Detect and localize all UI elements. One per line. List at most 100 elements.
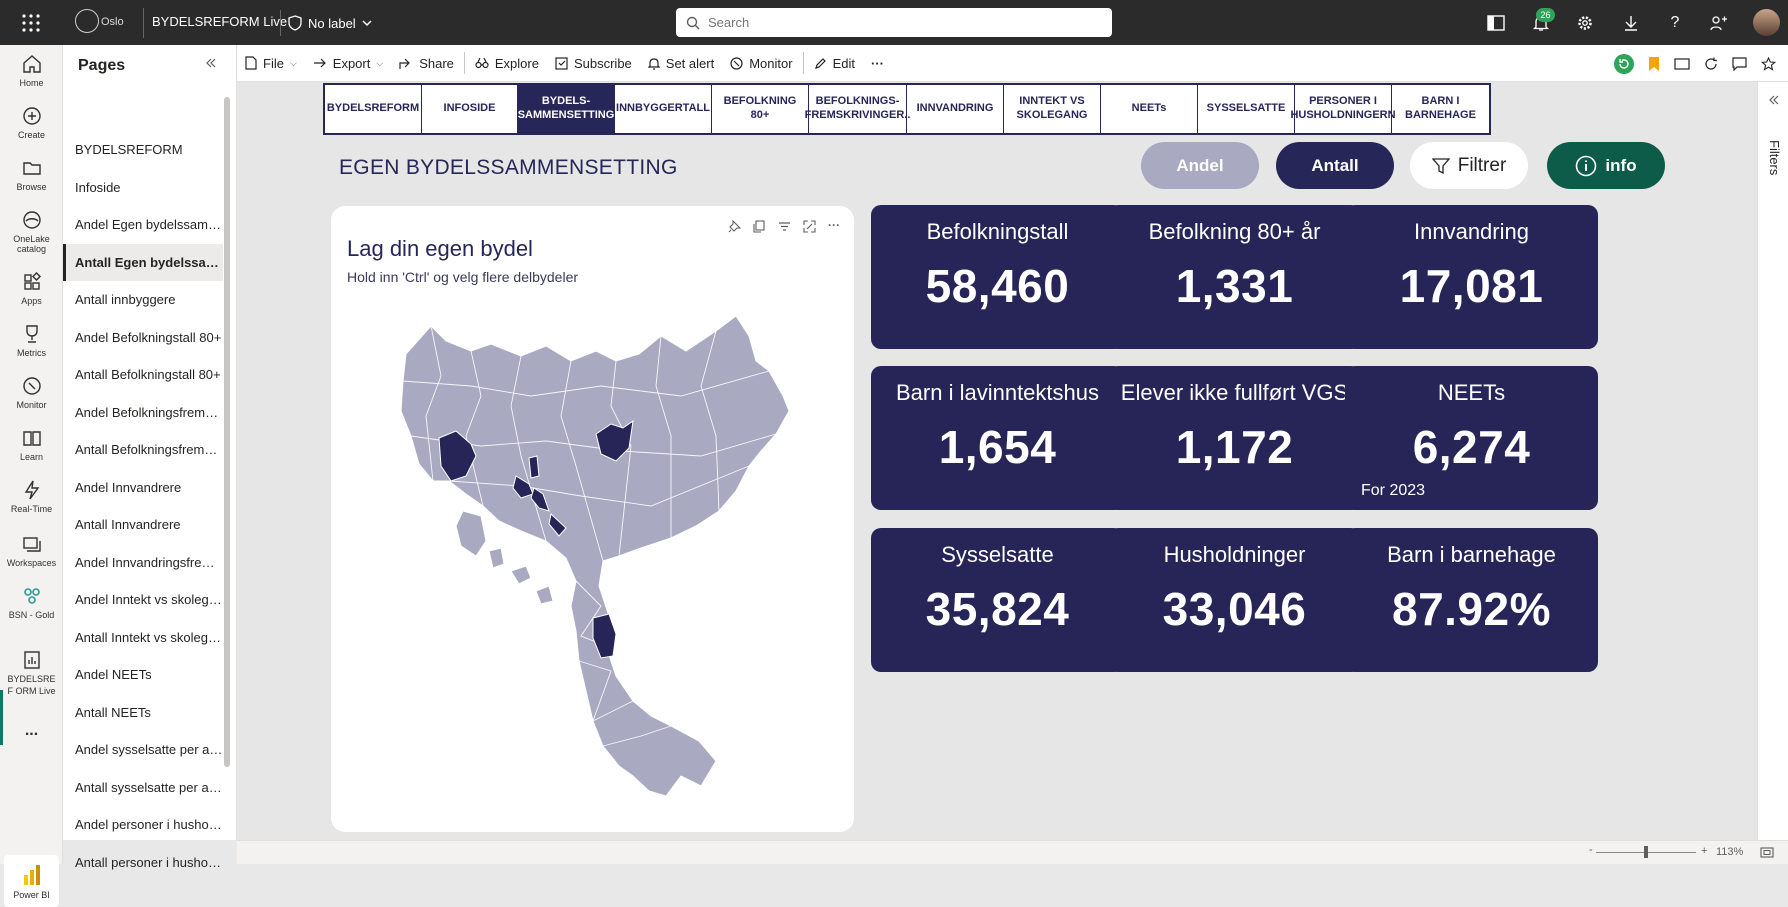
page-list-item[interactable]: Andel Befolkningstall 80+ <box>75 329 222 345</box>
zoom-out-icon[interactable]: - <box>1589 844 1593 856</box>
nav-tab[interactable]: NEETs <box>1101 85 1198 133</box>
map-region-selected[interactable] <box>595 419 634 462</box>
subscribe-button[interactable]: Subscribe <box>547 45 640 82</box>
view-icon[interactable] <box>1674 57 1690 70</box>
andel-button[interactable]: Andel <box>1141 142 1259 189</box>
page-list-item[interactable]: Antall Egen bydelssammensetting <box>63 243 223 281</box>
nav-onelake-catalog[interactable]: OneLake catalog <box>0 209 63 254</box>
page-list-item[interactable]: Infoside <box>75 179 121 195</box>
filter-icon[interactable] <box>778 220 791 233</box>
nav-learn[interactable]: Learn <box>0 427 63 462</box>
page-list-item[interactable]: Andel sysselsatte per alder <box>75 742 223 757</box>
map-region-selected[interactable] <box>530 487 550 512</box>
avatar[interactable] <box>1753 9 1780 36</box>
nav-tab[interactable]: BEFOLKNINGS- FREMSKRIVINGER.. <box>805 85 910 133</box>
oslo-district-map[interactable] <box>371 316 811 816</box>
export-menu[interactable]: Export ⌵ <box>305 45 391 82</box>
nav-browse[interactable]: Browse <box>0 157 63 192</box>
page-list-item[interactable]: Antall NEETs <box>75 704 151 720</box>
search-input[interactable] <box>708 15 1088 30</box>
nav-tab[interactable]: BYDELSREFORM <box>325 85 422 133</box>
page-list-item[interactable]: Antall sysselsatte per alder <box>75 779 223 795</box>
page-list-item[interactable]: BYDELSREFORM <box>75 142 183 157</box>
nav-workspaces[interactable]: Workspaces <box>0 533 63 568</box>
share-people-icon[interactable] <box>1708 12 1730 34</box>
explore-button[interactable]: Explore <box>467 45 547 82</box>
star-icon[interactable] <box>1761 56 1776 71</box>
nav-apps[interactable]: Apps <box>0 271 63 306</box>
search-box[interactable] <box>676 8 1112 37</box>
map-region[interactable] <box>488 547 505 569</box>
monitor-button[interactable]: Monitor <box>722 45 800 82</box>
nav-home[interactable]: Home <box>0 53 63 88</box>
reload-icon[interactable] <box>1704 57 1718 71</box>
map-region-selected[interactable] <box>528 455 540 479</box>
download-icon[interactable] <box>1620 12 1642 34</box>
info-button[interactable]: info <box>1547 142 1665 189</box>
map-region[interactable] <box>400 316 790 797</box>
gear-icon[interactable] <box>1574 12 1596 34</box>
nav-tab[interactable]: INNTEKT VS SKOLEGANG <box>1004 85 1101 133</box>
nav-tab[interactable]: SYSSELSATTE <box>1198 85 1295 133</box>
page-list-item[interactable]: Andel Inntekt vs skolegang <box>75 592 223 607</box>
pin-icon[interactable] <box>728 220 741 233</box>
nav-current-report[interactable]: BYDELSREF ORM Live <box>0 649 63 697</box>
panel-toggle-icon[interactable] <box>1485 12 1507 34</box>
page-list-item[interactable]: Antall personer i husholdningen <box>75 854 223 870</box>
nav-tab[interactable]: INFOSIDE <box>422 85 518 133</box>
focus-mode-icon[interactable] <box>803 220 816 233</box>
help-icon[interactable]: ? <box>1670 14 1680 31</box>
nav-tab[interactable]: BYDELS- SAMMENSETTING <box>518 85 615 133</box>
more-icon[interactable]: ... <box>24 722 39 739</box>
comment-icon[interactable] <box>1732 56 1747 71</box>
nav-tab[interactable]: INNBYGGERTALL <box>615 85 712 133</box>
map-region[interactable] <box>510 565 532 585</box>
expand-icon[interactable] <box>1768 94 1780 106</box>
page-list-item[interactable]: Antall Befolkningstall 80+ <box>75 367 221 382</box>
report-name[interactable]: BYDELSREFORM Live <box>152 14 288 29</box>
map-region-selected[interactable] <box>438 430 477 482</box>
sensitivity-label-button[interactable]: No label <box>288 12 372 34</box>
more-options-icon[interactable]: ··· <box>828 218 840 232</box>
page-list-item[interactable]: Andel Innvandrere <box>75 479 182 495</box>
nav-monitor[interactable]: Monitor <box>0 375 63 410</box>
page-list-item[interactable]: Andel NEETs <box>75 667 152 682</box>
map-region-selected[interactable] <box>548 513 567 537</box>
power-bi-switcher[interactable]: Power BI <box>4 855 59 907</box>
page-list-item[interactable]: Andel Innvandringsfremskrivinger <box>75 554 223 570</box>
map-region[interactable] <box>455 510 487 557</box>
filters-pane[interactable]: Filters <box>1757 82 1788 840</box>
page-list-item[interactable]: Andel personer i husholdningen <box>75 817 223 832</box>
edit-button[interactable]: Edit <box>806 45 863 82</box>
page-list-item[interactable]: Antall Innvandrere <box>75 517 181 532</box>
bookmark-icon[interactable] <box>1648 56 1660 72</box>
nav-tab[interactable]: BARN I BARNEHAGE <box>1405 95 1476 121</box>
page-list-item[interactable]: Antall Inntekt vs skolegang <box>75 629 223 645</box>
share-button[interactable]: Share <box>391 45 462 82</box>
map-region[interactable] <box>535 585 554 605</box>
nav-create[interactable]: Create <box>0 105 63 140</box>
nav-tab[interactable]: BEFOLKNING 80+ <box>712 85 809 133</box>
map-region-selected[interactable] <box>592 613 617 659</box>
antall-button[interactable]: Antall <box>1276 142 1394 189</box>
filtrer-button[interactable]: Filtrer <box>1410 142 1528 189</box>
page-list-item[interactable]: Antall innbyggere <box>75 292 176 307</box>
app-launcher-icon[interactable] <box>20 12 42 34</box>
page-list-item[interactable]: Andel Befolkningsfremskrivinger <box>75 404 223 420</box>
zoom-slider-thumb[interactable] <box>1644 846 1648 858</box>
refresh-status-icon[interactable] <box>1614 53 1634 74</box>
nav-real-time[interactable]: Real-Time <box>0 479 63 514</box>
fit-to-page-icon[interactable] <box>1760 847 1774 858</box>
file-menu[interactable]: File ⌵ <box>237 45 305 82</box>
collapse-icon[interactable] <box>205 57 217 69</box>
map-region-selected[interactable] <box>512 475 534 499</box>
zoom-in-icon[interactable]: + <box>1701 845 1708 857</box>
more-options-icon[interactable]: ··· <box>870 55 884 71</box>
set-alert-button[interactable]: Set alert <box>640 45 722 82</box>
nav-tab[interactable]: INNVANDRING <box>907 85 1004 133</box>
copy-icon[interactable] <box>753 220 766 233</box>
page-list-item[interactable]: Antall Befolkningsfremskrivinger <box>75 442 223 457</box>
scrollbar[interactable] <box>224 97 230 767</box>
nav-metrics[interactable]: Metrics <box>0 323 63 358</box>
page-list-item[interactable]: Andel Egen bydelssammensetting <box>75 217 223 232</box>
